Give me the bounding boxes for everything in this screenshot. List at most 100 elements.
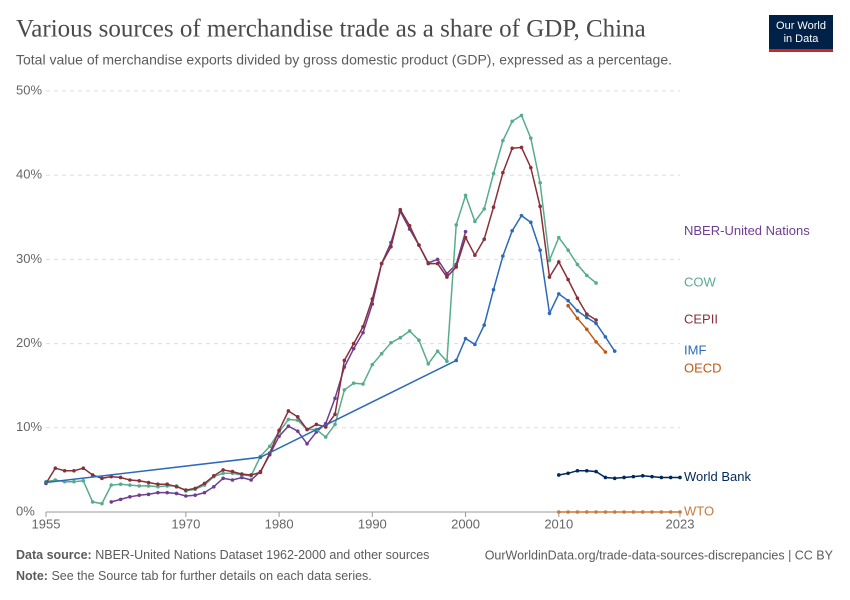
point xyxy=(501,254,505,258)
point xyxy=(584,312,589,316)
series[interactable] xyxy=(44,145,598,492)
logo-text: in Data xyxy=(784,33,820,45)
point xyxy=(491,171,496,176)
y-tick-label: 30% xyxy=(16,251,42,266)
source-url[interactable]: OurWorldinData.org/trade-data-sources-di… xyxy=(485,548,834,562)
point xyxy=(584,315,589,320)
x-tick-label: 2010 xyxy=(544,516,573,531)
point xyxy=(603,475,608,480)
point xyxy=(72,468,76,473)
series[interactable] xyxy=(556,510,682,514)
point xyxy=(584,273,589,278)
point xyxy=(463,193,468,198)
point xyxy=(529,136,533,140)
point xyxy=(398,335,403,340)
series[interactable] xyxy=(44,213,617,485)
point xyxy=(193,486,197,491)
point xyxy=(342,388,347,392)
point xyxy=(137,479,142,483)
point xyxy=(594,469,598,474)
y-tick-label: 10% xyxy=(16,419,42,434)
series-line xyxy=(45,114,597,505)
point xyxy=(575,316,580,321)
point xyxy=(556,235,561,240)
point xyxy=(379,351,384,356)
point xyxy=(668,475,673,480)
point xyxy=(594,510,598,514)
x-tick-label: 1970 xyxy=(171,516,200,531)
point xyxy=(249,478,253,482)
point xyxy=(361,330,365,335)
point xyxy=(128,495,132,499)
point xyxy=(631,510,636,514)
point xyxy=(575,262,580,267)
point xyxy=(109,500,114,504)
point xyxy=(370,362,375,367)
point xyxy=(417,338,421,343)
point xyxy=(547,311,552,316)
point xyxy=(81,479,86,483)
series[interactable] xyxy=(109,209,468,504)
point xyxy=(566,298,570,303)
point xyxy=(435,349,440,353)
point xyxy=(501,138,505,143)
note-text: See the Source tab for further details o… xyxy=(51,569,371,583)
point xyxy=(566,277,570,282)
point xyxy=(146,480,151,485)
point xyxy=(230,478,235,482)
series[interactable] xyxy=(556,468,682,481)
point xyxy=(659,510,664,514)
point xyxy=(594,281,598,285)
point xyxy=(529,220,533,225)
point xyxy=(445,275,449,279)
point xyxy=(118,475,123,480)
point xyxy=(333,396,337,401)
source-label: Data source: xyxy=(16,548,92,562)
point xyxy=(566,471,570,476)
point xyxy=(426,362,431,366)
point xyxy=(239,472,244,476)
point xyxy=(184,494,188,498)
legend-label: OECD xyxy=(684,361,722,376)
point xyxy=(128,483,132,487)
chart-subtitle: Total value of merchandise exports divid… xyxy=(16,52,672,68)
point xyxy=(547,258,552,263)
point xyxy=(333,422,337,427)
point xyxy=(622,510,626,514)
point xyxy=(482,323,487,327)
point xyxy=(258,470,263,475)
legend-label: COW xyxy=(684,274,717,289)
point xyxy=(650,474,654,479)
point xyxy=(473,219,477,224)
point xyxy=(640,510,645,514)
logo[interactable]: Our World in Data xyxy=(769,15,833,52)
point xyxy=(351,381,356,385)
point xyxy=(407,223,412,228)
source: Data source: NBER-United Nations Dataset… xyxy=(16,548,429,562)
point xyxy=(491,205,496,209)
series[interactable] xyxy=(44,113,598,506)
point xyxy=(277,434,281,439)
point xyxy=(463,235,468,240)
point xyxy=(361,324,365,329)
point xyxy=(193,493,197,497)
series[interactable] xyxy=(566,303,608,354)
point xyxy=(305,427,309,432)
point xyxy=(678,475,682,480)
x-tick-label: 2023 xyxy=(666,516,695,531)
point xyxy=(295,415,300,419)
point xyxy=(81,466,86,471)
point xyxy=(230,469,235,474)
point xyxy=(566,303,570,308)
point xyxy=(221,471,225,476)
point xyxy=(342,358,347,363)
point xyxy=(556,292,561,296)
point xyxy=(239,475,244,480)
point xyxy=(454,358,459,363)
point xyxy=(510,228,514,233)
point xyxy=(407,329,412,333)
logo-box xyxy=(769,15,833,51)
point xyxy=(379,261,384,266)
point xyxy=(286,424,291,428)
point xyxy=(100,501,104,506)
